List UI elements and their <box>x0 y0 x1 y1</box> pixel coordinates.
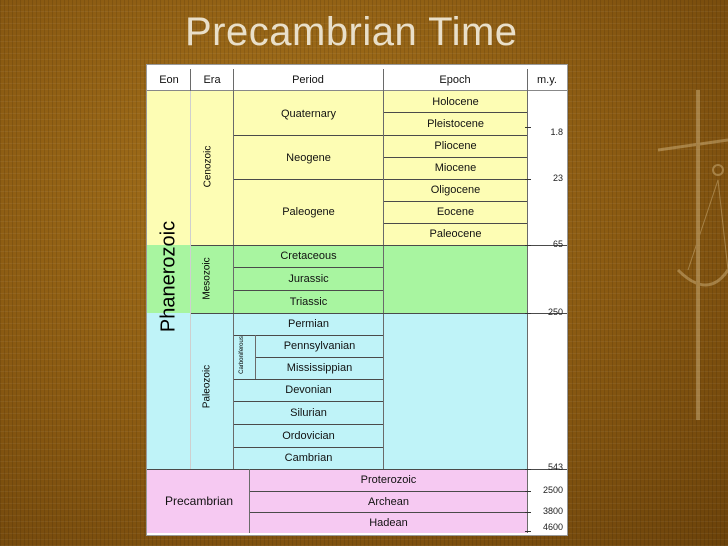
period-column-left <box>233 91 234 469</box>
era-cenozoic: Cenozoic <box>202 145 214 188</box>
age-tick <box>525 469 531 470</box>
era-column-left <box>190 91 191 469</box>
age-tick <box>525 512 531 513</box>
period-archean: Archean <box>368 495 409 508</box>
period-line <box>234 179 383 180</box>
period-hadean: Hadean <box>369 516 408 529</box>
period-line <box>234 447 383 448</box>
epoch-paleocene: Paleocene <box>429 228 482 240</box>
period-ordovician: Ordovician <box>282 429 335 442</box>
header-sep-3 <box>383 69 384 91</box>
era-paleozoic: Paleozoic <box>201 364 213 409</box>
mesozoic-band <box>147 245 527 313</box>
period-line <box>234 267 383 268</box>
epoch-line <box>384 179 527 180</box>
header-period: Period <box>292 74 324 86</box>
age-3800: 3800 <box>542 506 563 516</box>
epoch-line <box>384 112 527 113</box>
paleozoic-band <box>147 313 527 469</box>
epoch-holocene: Holocene <box>432 96 479 108</box>
age-250: 250 <box>547 307 563 317</box>
epoch-line <box>384 201 527 202</box>
age-tick <box>525 127 531 128</box>
period-mississippian: Mississippian <box>286 362 353 374</box>
period-paleogene: Paleogene <box>282 206 335 218</box>
header-sep-1 <box>190 69 191 91</box>
age-4600: 4600 <box>542 522 563 532</box>
age-tick <box>525 245 531 246</box>
epoch-line <box>384 157 527 158</box>
period-line <box>234 135 383 136</box>
period-proterozoic: Proterozoic <box>360 474 417 486</box>
header-eon: Eon <box>159 74 179 86</box>
epoch-line <box>384 135 527 136</box>
mesozoic-paleozoic-divider <box>191 313 567 314</box>
header-my: m.y. <box>537 74 557 86</box>
age-23: 23 <box>552 173 563 183</box>
header-era: Era <box>203 74 221 86</box>
period-quaternary: Quaternary <box>280 108 337 120</box>
cenozoic-band <box>147 91 527 245</box>
eon-phanerozoic: Phanerozoic <box>157 220 180 333</box>
header-sep-4 <box>527 69 528 91</box>
epoch-line <box>384 223 527 224</box>
age-tick <box>525 491 531 492</box>
epoch-miocene: Miocene <box>434 162 477 174</box>
epoch-column-left <box>383 91 384 469</box>
age-1-8: 1.8 <box>550 127 563 137</box>
geologic-time-table: Eon Era Period Epoch m.y. Phanerozoic Ce… <box>146 64 568 536</box>
precambrian-band <box>147 469 527 533</box>
epoch-pleistocene: Pleistocene <box>427 117 484 130</box>
age-tick <box>525 531 531 532</box>
carboniferous-sep <box>255 335 256 379</box>
period-pennsylvanian: Pennsylvanian <box>283 340 356 352</box>
period-line <box>234 335 383 336</box>
period-neogene: Neogene <box>286 152 331 164</box>
slide-title: Precambrian Time <box>185 10 518 54</box>
period-line <box>256 357 383 358</box>
cenozoic-mesozoic-divider <box>191 245 567 246</box>
balance-scale-decoration <box>658 90 728 420</box>
period-line <box>234 424 383 425</box>
epoch-oligocene: Oligocene <box>430 184 481 196</box>
period-permian: Permian <box>288 318 329 330</box>
period-line <box>250 512 527 513</box>
period-cambrian: Cambrian <box>284 452 333 464</box>
age-65: 65 <box>552 239 563 249</box>
era-carboniferous: Carboniferous <box>239 336 245 374</box>
header-epoch: Epoch <box>439 74 471 86</box>
period-line <box>234 290 383 291</box>
period-silurian: Silurian <box>290 406 327 419</box>
age-2500: 2500 <box>542 485 563 495</box>
era-mesozoic: Mesozoic <box>201 257 213 300</box>
age-tick <box>525 313 531 314</box>
period-devonian: Devonian <box>285 384 332 396</box>
header-sep-2 <box>233 69 234 91</box>
period-line <box>234 379 383 380</box>
epoch-eocene: Eocene <box>436 206 475 218</box>
period-jurassic: Jurassic <box>288 272 329 285</box>
age-543: 543 <box>547 462 563 472</box>
header-divider <box>147 90 567 91</box>
age-tick <box>525 179 531 180</box>
paleozoic-precambrian-divider <box>147 469 567 470</box>
epoch-column-right <box>527 91 528 533</box>
precambrian-sep <box>249 469 250 533</box>
epoch-pliocene: Pliocene <box>434 140 477 152</box>
period-line <box>250 491 527 492</box>
period-cretaceous: Cretaceous <box>280 250 337 262</box>
eon-precambrian: Precambrian <box>164 494 234 508</box>
period-line <box>234 401 383 402</box>
period-triassic: Triassic <box>289 295 328 308</box>
